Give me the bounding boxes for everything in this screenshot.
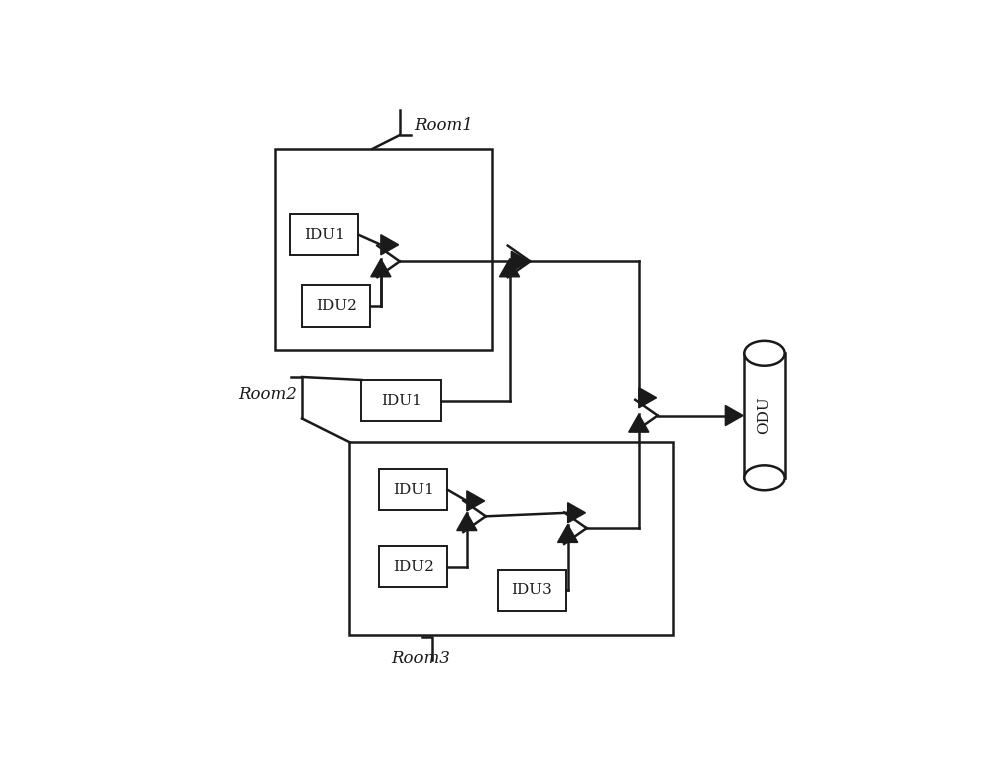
Polygon shape	[639, 387, 657, 408]
Bar	[349, 442, 673, 635]
Polygon shape	[381, 235, 399, 255]
Text: IDU1: IDU1	[381, 393, 422, 407]
Polygon shape	[629, 414, 649, 432]
Text: Room1: Room1	[415, 116, 474, 133]
Bar	[302, 285, 370, 326]
Polygon shape	[568, 503, 585, 523]
Bar	[275, 149, 492, 350]
Polygon shape	[558, 524, 578, 542]
Text: Room3: Room3	[391, 650, 450, 667]
Text: IDU1: IDU1	[304, 228, 345, 242]
Polygon shape	[725, 406, 743, 426]
Polygon shape	[499, 259, 520, 276]
Text: IDU2: IDU2	[393, 560, 434, 574]
Ellipse shape	[744, 341, 785, 366]
Bar	[379, 469, 447, 511]
Polygon shape	[371, 259, 391, 276]
Bar	[498, 570, 566, 611]
Ellipse shape	[744, 465, 785, 490]
Text: IDU2: IDU2	[316, 299, 357, 313]
Text: Room2: Room2	[239, 387, 297, 403]
Text: IDU1: IDU1	[393, 483, 434, 497]
Text: IDU3: IDU3	[511, 584, 552, 598]
Text: ODU: ODU	[757, 397, 771, 434]
Bar	[290, 214, 358, 256]
Bar	[744, 353, 785, 477]
Polygon shape	[467, 490, 485, 511]
Bar	[379, 546, 447, 588]
Polygon shape	[457, 513, 477, 531]
Bar	[361, 380, 441, 421]
Polygon shape	[511, 251, 529, 272]
